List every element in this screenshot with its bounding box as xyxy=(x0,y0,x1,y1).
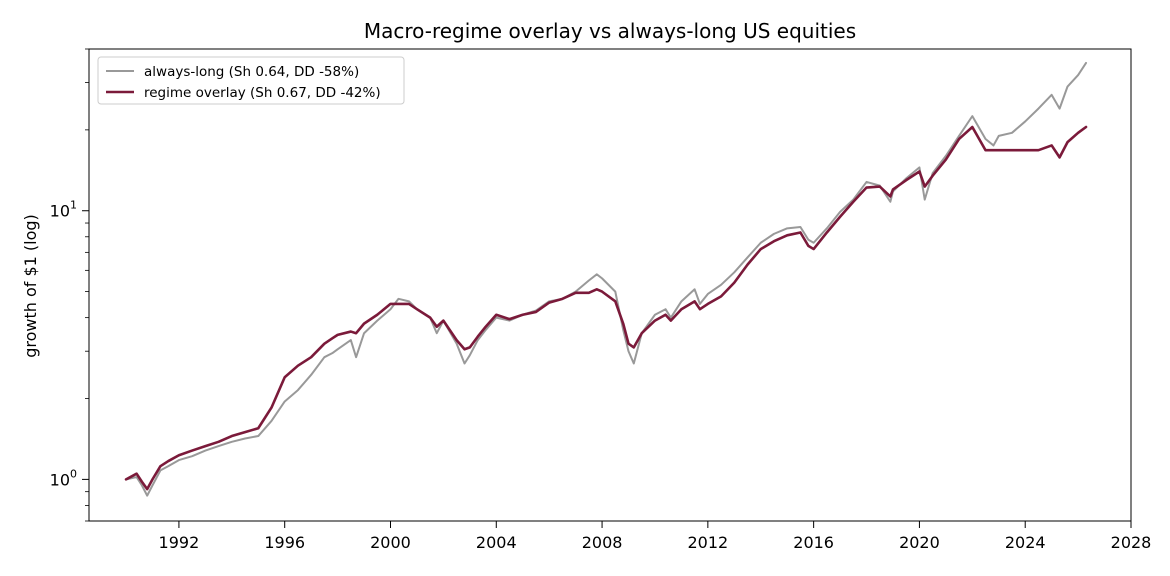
chart-title: Macro-regime overlay vs always-long US e… xyxy=(364,19,856,43)
x-tick-label-1992: 1992 xyxy=(159,533,200,552)
y-tick-label-10: 101 xyxy=(50,199,77,221)
x-tick-label-2008: 2008 xyxy=(582,533,623,552)
plot-area xyxy=(124,61,1088,497)
x-tick-label-2024: 2024 xyxy=(1005,533,1046,552)
x-tick-label-2012: 2012 xyxy=(687,533,728,552)
series-line-0 xyxy=(125,61,1088,497)
y-tick-label-1: 100 xyxy=(50,467,77,489)
x-tick-label-2028: 2028 xyxy=(1111,533,1152,552)
x-tick-label-2016: 2016 xyxy=(793,533,834,552)
legend-label-1: regime overlay (Sh 0.67, DD -42%) xyxy=(144,85,381,101)
x-tick-label-2020: 2020 xyxy=(899,533,940,552)
series-group xyxy=(124,61,1088,497)
series-line-1 xyxy=(124,125,1088,491)
legend-label-0: always-long (Sh 0.64, DD -58%) xyxy=(144,64,359,80)
legend-box xyxy=(97,56,405,105)
axes: 1992 1996 2000 2004 2008 2012 2016 2020 2024 2028… xyxy=(50,48,1152,552)
axes-frame xyxy=(88,48,1132,522)
x-tick-label-2000: 2000 xyxy=(370,533,411,552)
y-axis-label: growth of $1 (log) xyxy=(21,214,40,358)
x-tick-label-2004: 2004 xyxy=(476,533,517,552)
x-tick-label-1996: 1996 xyxy=(264,533,305,552)
legend: always-long (Sh 0.64, DD -58%) regime ove… xyxy=(97,56,405,105)
